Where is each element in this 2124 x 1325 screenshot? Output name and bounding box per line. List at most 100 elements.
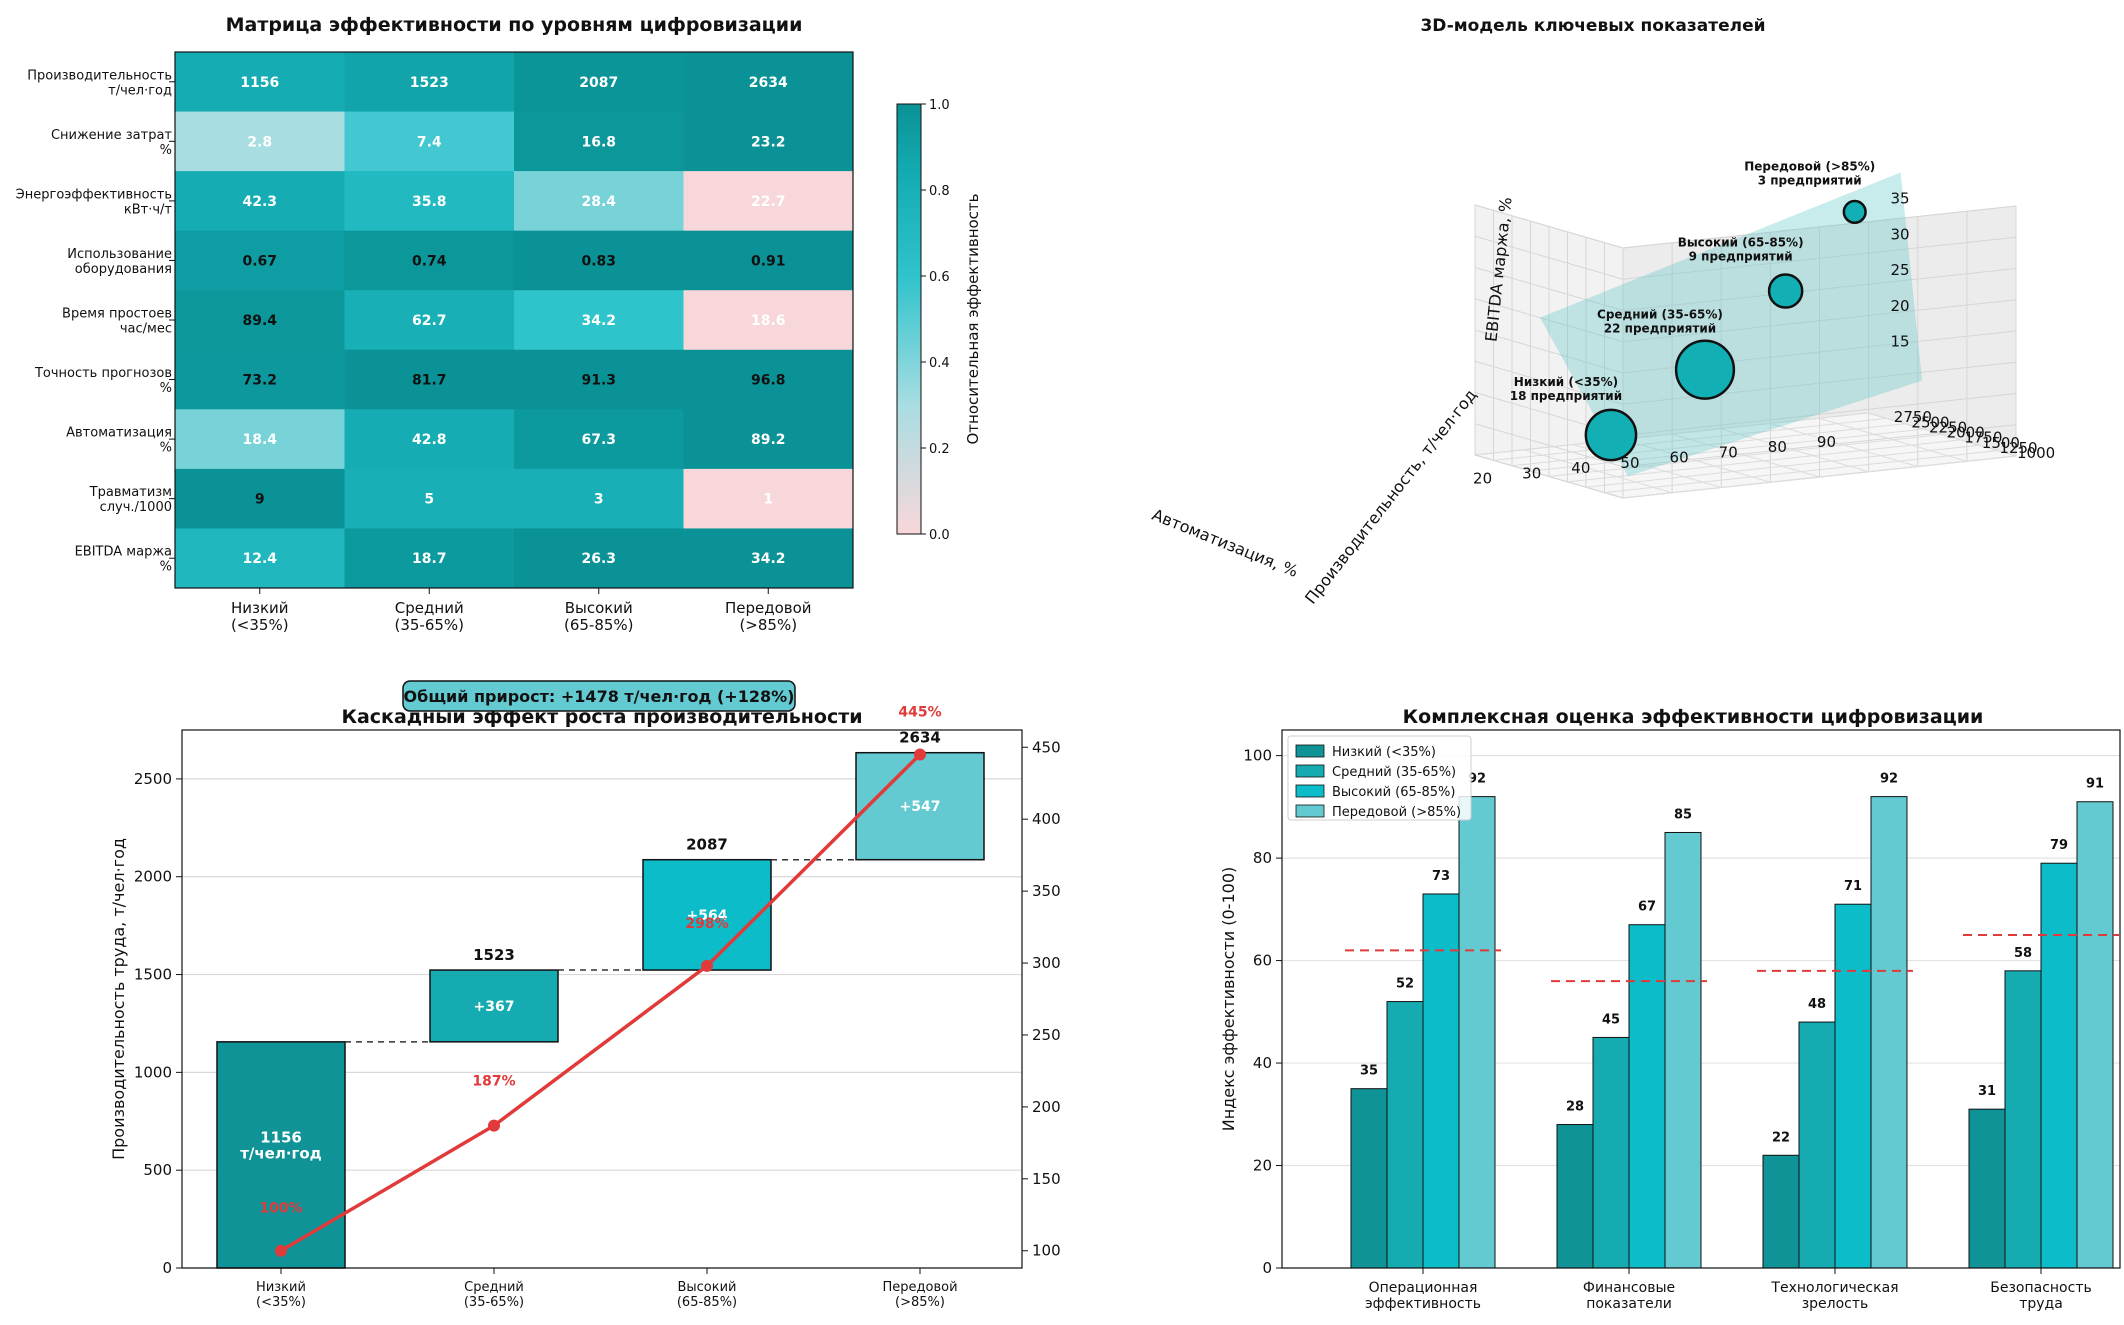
col-label: Средний (35-65%) bbox=[394, 599, 464, 634]
cell-value: 73.2 bbox=[242, 373, 277, 389]
colorbar-tick-label: 0.8 bbox=[929, 184, 950, 199]
scatter-point bbox=[1767, 273, 1804, 309]
bar-value-label: 28 bbox=[1566, 1100, 1584, 1115]
y-tick-label: 1000 bbox=[2017, 444, 2055, 462]
y-tick-label: 60 bbox=[1253, 952, 1272, 970]
z-tick-label: 35 bbox=[1890, 190, 1909, 208]
y-tick-label: 80 bbox=[1253, 849, 1272, 867]
heatmap-cell bbox=[683, 349, 854, 410]
x-tick-label: 80 bbox=[1768, 438, 1787, 456]
plot-frame bbox=[181, 729, 1023, 1269]
cell-value: 9 bbox=[255, 492, 265, 508]
cell-value: 0.67 bbox=[242, 253, 277, 269]
bar bbox=[1350, 1088, 1388, 1269]
heatmap-cell bbox=[344, 52, 515, 113]
heatmap-frame bbox=[174, 51, 854, 589]
grid-line bbox=[1867, 412, 2017, 457]
cell-value: 18.6 bbox=[751, 313, 786, 329]
y-tick-label: 2250 bbox=[1929, 418, 1967, 436]
heatmap-cell bbox=[514, 349, 684, 410]
heatmap-cell bbox=[683, 409, 854, 470]
bar-value-label: 22 bbox=[1772, 1130, 1790, 1145]
heatmap-cell bbox=[683, 528, 854, 589]
heatmap-cell bbox=[175, 111, 345, 172]
heatmap-cell bbox=[683, 290, 854, 351]
heatmap-cell bbox=[344, 528, 515, 589]
bar-value-label: 45 bbox=[1602, 1012, 1620, 1027]
grid-line bbox=[1474, 329, 1624, 374]
y-tick-label: 2500 bbox=[134, 770, 172, 788]
bar-value-label: 91 bbox=[2086, 777, 2104, 792]
heatmap-cell bbox=[514, 468, 684, 529]
scatter-point bbox=[1584, 408, 1638, 462]
chart-title: 3D-модель ключевых показателей bbox=[1420, 16, 1765, 36]
y2-axis-label: ROI, % bbox=[1059, 942, 1062, 996]
y2-tick-label: 450 bbox=[1032, 738, 1061, 756]
heatmap-cell bbox=[514, 171, 684, 232]
roi-point bbox=[701, 959, 713, 972]
heatmap-cell bbox=[175, 171, 345, 232]
cell-value: 96.8 bbox=[751, 373, 786, 389]
x-tick-label: Высокий (65-85%) bbox=[677, 1280, 737, 1310]
bars-panel: 0 20 40 60 80 100 35 52 73 92 Операционная эффектив… bbox=[1219, 706, 2121, 1312]
roi-line bbox=[280, 753, 922, 1253]
bar-value-label: 73 bbox=[1432, 869, 1450, 884]
x-tick-label: 30 bbox=[1522, 464, 1541, 482]
bar bbox=[2004, 970, 2042, 1269]
row-label: Производительность т/чел·год bbox=[27, 68, 172, 98]
scatter-point bbox=[1842, 199, 1867, 224]
bar bbox=[1834, 903, 1872, 1269]
z-tick-label: 20 bbox=[1890, 297, 1909, 315]
waterfall-bar-increment bbox=[642, 858, 772, 971]
cell-value: 28.4 bbox=[581, 194, 616, 210]
x-tick-label: 50 bbox=[1620, 454, 1639, 472]
total-label: 1523 bbox=[473, 946, 515, 964]
bar bbox=[1628, 924, 1666, 1269]
bar bbox=[1664, 831, 1702, 1269]
grid-line bbox=[1622, 455, 2017, 499]
heatmap-cell bbox=[344, 349, 515, 410]
heatmap-cell bbox=[175, 468, 345, 529]
cell-value: 62.7 bbox=[412, 313, 447, 329]
cell-value: 35.8 bbox=[412, 194, 447, 210]
col-label: Высокий (65-85%) bbox=[564, 599, 634, 634]
bar bbox=[1386, 1001, 1424, 1269]
grid-line bbox=[1769, 423, 1918, 467]
colorbar-tick-label: 0.4 bbox=[929, 356, 950, 371]
grid-line bbox=[1474, 298, 1624, 343]
col-label: Низкий (<35%) bbox=[231, 599, 289, 634]
x-tick-label: Низкий (<35%) bbox=[256, 1280, 306, 1310]
x-tick-label: Технологическая зрелость bbox=[1770, 1280, 1898, 1312]
cell-value: 67.3 bbox=[581, 432, 616, 448]
cell-value: 0.91 bbox=[751, 253, 786, 269]
colorbar-tick-label: 0.2 bbox=[929, 442, 950, 457]
heatmap-cell bbox=[683, 111, 854, 172]
cell-value: 89.4 bbox=[242, 313, 277, 329]
cell-value: 89.2 bbox=[751, 432, 786, 448]
scatter3d-panel: 3D-модель ключевых показателей Низкий (<3… bbox=[1149, 16, 2055, 608]
bar-value-label: 67 bbox=[1638, 900, 1656, 915]
heatmap-cell bbox=[514, 290, 684, 351]
roi-point bbox=[914, 748, 926, 761]
y-tick-label: 0 bbox=[162, 1259, 172, 1277]
x-tick-label: 20 bbox=[1473, 470, 1492, 488]
z-tick-label: 30 bbox=[1890, 225, 1909, 243]
heatmap-cell bbox=[683, 52, 854, 113]
cell-value: 16.8 bbox=[581, 134, 616, 150]
cell-value: 2087 bbox=[579, 75, 618, 91]
bar-value-label: 85 bbox=[1674, 807, 1692, 822]
heatmap-cell bbox=[683, 468, 854, 529]
grid-line bbox=[1622, 236, 2017, 280]
y2-tick-label: 100 bbox=[1032, 1242, 1061, 1260]
bar-value-label: 92 bbox=[1880, 772, 1898, 787]
cell-value: 34.2 bbox=[581, 313, 616, 329]
bar bbox=[1870, 796, 1908, 1269]
y2-tick-label: 200 bbox=[1032, 1098, 1061, 1116]
cell-value: 3 bbox=[594, 492, 604, 508]
x-tick-label: Операционная эффективность bbox=[1365, 1280, 1481, 1312]
bar-value-label: 71 bbox=[1844, 879, 1862, 894]
z-tick-label: 25 bbox=[1890, 261, 1909, 279]
heatmap-cell bbox=[344, 111, 515, 172]
x-axis-label: Автоматизация, % bbox=[1149, 505, 1300, 581]
heatmap-cell bbox=[514, 409, 684, 470]
